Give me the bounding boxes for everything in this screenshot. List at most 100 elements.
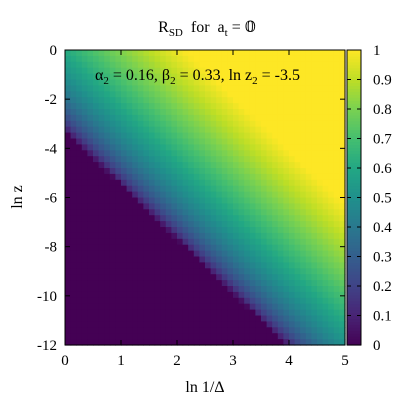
heatmap-cell [137, 215, 144, 222]
heatmap-cell [227, 173, 234, 181]
heatmap-cell [255, 61, 262, 69]
heatmap-cell [317, 191, 324, 199]
heatmap-cell [300, 91, 307, 98]
heatmap-cell [205, 126, 212, 134]
heatmap-cell [238, 333, 245, 340]
heatmap-cell [132, 55, 139, 63]
heatmap-cell [294, 138, 301, 145]
heatmap-cell [87, 197, 94, 204]
heatmap-cell [255, 191, 262, 199]
heatmap-cell [149, 209, 156, 216]
heatmap-cell [266, 85, 273, 92]
heatmap-cell [115, 197, 122, 204]
heatmap-cell [272, 50, 279, 57]
heatmap-cell [221, 85, 228, 92]
colorbar-swatch [347, 170, 361, 175]
heatmap-cell [283, 162, 290, 169]
heatmap-cell [233, 168, 240, 175]
heatmap-cell [216, 120, 223, 128]
heatmap-cell [322, 238, 329, 246]
heatmap-cell [109, 73, 116, 81]
heatmap-cell [177, 274, 184, 281]
heatmap-cell [283, 238, 290, 246]
heatmap-cell [289, 67, 296, 75]
heatmap-cell [70, 215, 77, 222]
heatmap-cell [261, 150, 268, 157]
heatmap-cell [171, 126, 178, 134]
heatmap-cell [305, 209, 312, 216]
heatmap-cell [210, 55, 217, 63]
heatmap-cell [244, 280, 251, 287]
heatmap-cell [81, 209, 88, 216]
heatmap-cell [261, 91, 268, 98]
heatmap-cell [266, 333, 273, 340]
heatmap-cell [143, 179, 150, 187]
heatmap-cell [300, 203, 307, 210]
heatmap-cell [65, 333, 72, 340]
heatmap-cell [126, 132, 133, 140]
heatmap-cell [109, 227, 116, 234]
heatmap-cell [81, 138, 88, 145]
heatmap-cell [244, 114, 251, 122]
heatmap-cell [261, 262, 268, 269]
heatmap-cell [244, 339, 251, 346]
heatmap-cell [93, 291, 100, 299]
heatmap-cell [233, 67, 240, 75]
heatmap-cell [199, 79, 206, 86]
heatmap-cell [149, 91, 156, 98]
heatmap-cell [182, 144, 189, 151]
heatmap-cell [333, 268, 340, 275]
heatmap-cell [205, 232, 212, 240]
heatmap-cell [261, 114, 268, 122]
heatmap-cell [294, 203, 301, 210]
heatmap-cell [160, 268, 167, 275]
heatmap-cell [277, 315, 284, 322]
heatmap-cell [98, 309, 105, 317]
annot-lnz: ln z [229, 67, 253, 84]
heatmap-cell [104, 179, 111, 187]
heatmap-cell [177, 85, 184, 92]
heatmap-cell [149, 162, 156, 169]
heatmap-cell [261, 162, 268, 169]
heatmap-cell [160, 91, 167, 98]
heatmap-cell [143, 61, 150, 69]
heatmap-cell [244, 120, 251, 128]
heatmap-cell [233, 244, 240, 252]
heatmap-cell [255, 203, 262, 210]
heatmap-cell [294, 209, 301, 216]
heatmap-cell [216, 339, 223, 346]
heatmap-cell [339, 109, 346, 116]
heatmap-cell [300, 150, 307, 157]
heatmap-cell [143, 327, 150, 334]
heatmap-cell [238, 156, 245, 163]
heatmap-cell [76, 120, 83, 128]
heatmap-cell [115, 227, 122, 234]
heatmap-cell [221, 244, 228, 252]
heatmap-cell [104, 315, 111, 322]
colorbar-swatch [347, 70, 361, 75]
heatmap-cell [143, 132, 150, 140]
heatmap-cell [249, 156, 256, 163]
heatmap-cell [171, 67, 178, 75]
heatmap-cell [289, 97, 296, 104]
heatmap-cell [81, 215, 88, 222]
heatmap-cell [311, 250, 318, 258]
heatmap-cell [311, 162, 318, 169]
heatmap-cell [216, 327, 223, 334]
colorbar-swatch [347, 165, 361, 169]
heatmap-cell [283, 132, 290, 140]
heatmap-cell [149, 250, 156, 258]
heatmap-cell [154, 244, 161, 252]
heatmap-cell [283, 156, 290, 163]
heatmap-cell [277, 286, 284, 293]
heatmap-cell [165, 256, 172, 263]
colorbar-swatch [347, 229, 361, 234]
heatmap-cell [149, 262, 156, 269]
heatmap-cell [171, 256, 178, 263]
heatmap-cell [121, 120, 128, 128]
heatmap-cell [65, 232, 72, 240]
heatmap-cell [98, 250, 105, 258]
heatmap-cell [188, 179, 195, 187]
heatmap-cell [249, 321, 256, 328]
heatmap-cell [266, 232, 273, 240]
